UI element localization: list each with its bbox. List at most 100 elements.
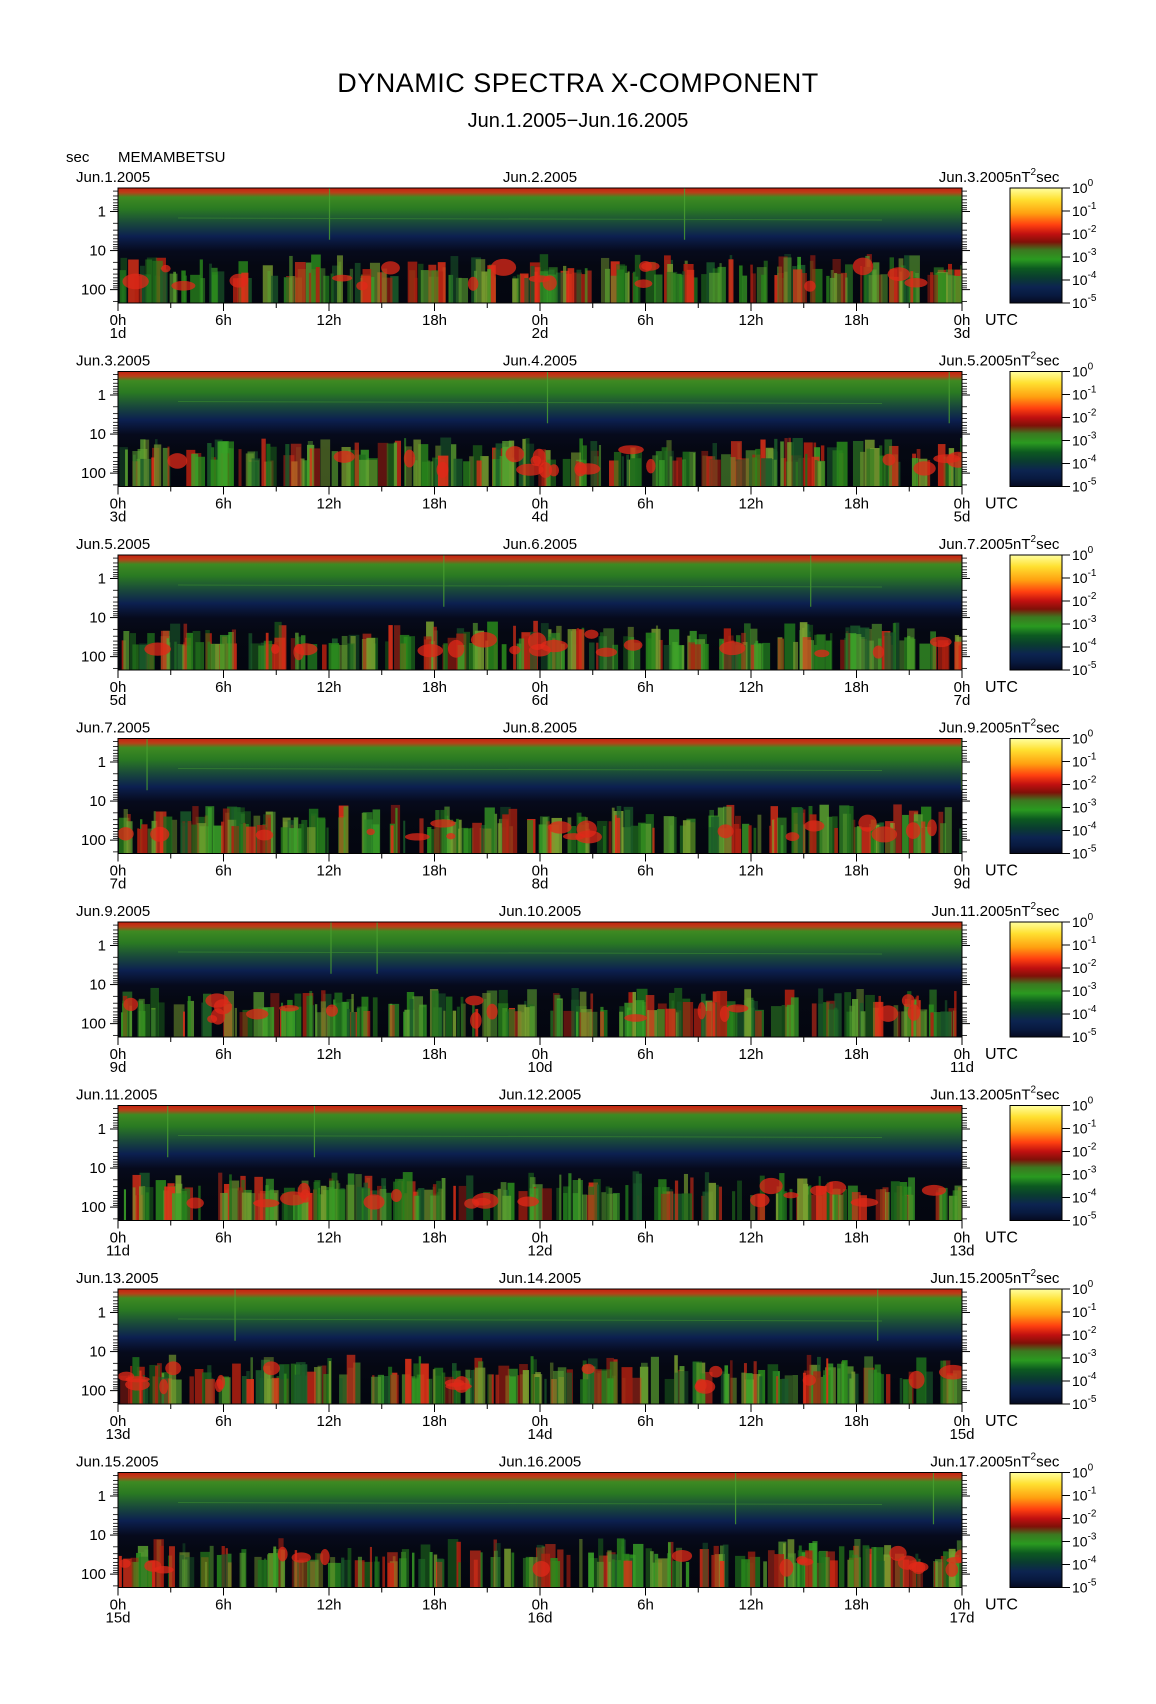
chart-subtitle: Jun.1.2005−Jun.16.2005 (467, 110, 689, 132)
panel-end-date: Jun.11.2005 (932, 903, 1013, 920)
colorbar-tick-label: 10-4 (1072, 637, 1097, 655)
panel-mid-date: Jun.8.2005 (503, 720, 577, 737)
colorbar-tick-label: 10-3 (1072, 1348, 1097, 1366)
x-tick-label: 6h (637, 1597, 654, 1614)
colorbar-tick-label: 10-1 (1072, 201, 1097, 219)
x-tick-label: 18h (422, 496, 447, 513)
colorbar (1009, 921, 1063, 1038)
spectrogram-bursts (118, 738, 962, 854)
colorbar-tick-label: 10-5 (1072, 844, 1097, 862)
colorbar-tick-label: 10-3 (1072, 614, 1097, 632)
x-tick-label: 0h (954, 312, 971, 329)
colorbar-unit-label: nT2sec (1013, 718, 1060, 737)
colorbar-tick-label: 100 (1072, 545, 1094, 563)
colorbar-tick-label: 10-3 (1072, 981, 1097, 999)
x-tick-label: 0h (532, 679, 549, 696)
x-tick-label: 0h (954, 496, 971, 513)
x-tick-label: 6h (637, 312, 654, 329)
x-tick-label: 12h (316, 863, 341, 880)
panel-start-date: Jun.1.2005 (76, 169, 150, 186)
panel-end-date: Jun.13.2005 (930, 1087, 1013, 1104)
colorbar-tick-label: 10-1 (1072, 568, 1097, 586)
colorbar-unit-label: nT2sec (1013, 167, 1060, 186)
day-label: 10d (527, 1059, 552, 1076)
x-tick-label: 6h (637, 496, 654, 513)
colorbar-tick-label: 10-2 (1072, 1142, 1097, 1160)
x-tick-label: 0h (954, 863, 971, 880)
day-label: 6d (532, 692, 549, 709)
y-tick-label: 1 (98, 754, 106, 771)
y-unit-label: sec (66, 149, 90, 166)
day-label: 12d (527, 1243, 552, 1260)
colorbar-tick-label: 100 (1072, 178, 1094, 196)
spectra-panel: Jun.3.2005 Jun.4.2005 Jun.5.2005 nT2sec 1 10 1… (76, 351, 1097, 526)
colorbar-unit-label: nT2sec (1013, 534, 1060, 553)
x-tick-label: 12h (316, 312, 341, 329)
panel-end-date: Jun.7.2005 (939, 536, 1013, 553)
x-tick-label: 12h (316, 679, 341, 696)
utc-label: UTC (985, 1597, 1018, 1614)
day-label: 15d (949, 1426, 974, 1443)
colorbar-tick-label: 10-2 (1072, 775, 1097, 793)
panel-mid-date: Jun.14.2005 (499, 1270, 582, 1287)
day-label: 5d (954, 509, 971, 526)
colorbar-tick-label: 10-5 (1072, 660, 1097, 678)
colorbar-tick-label: 10-2 (1072, 1325, 1097, 1343)
x-tick-label: 18h (844, 1230, 869, 1247)
day-label: 8d (532, 876, 549, 893)
x-tick-label: 18h (844, 1046, 869, 1063)
x-tick-label: 18h (844, 312, 869, 329)
colorbar-tick-label: 10-2 (1072, 1509, 1097, 1527)
colorbar-tick-label: 100 (1072, 362, 1094, 380)
x-tick-label: 18h (844, 679, 869, 696)
panel-mid-date: Jun.12.2005 (499, 1087, 582, 1104)
colorbar (1009, 187, 1063, 304)
x-tick-label: 0h (532, 1597, 549, 1614)
day-label: 14d (527, 1426, 552, 1443)
utc-label: UTC (985, 863, 1018, 880)
colorbar-unit-label: nT2sec (1013, 1452, 1060, 1471)
y-tick-label: 10 (89, 1344, 106, 1361)
x-tick-label: 0h (954, 679, 971, 696)
colorbar (1009, 371, 1063, 487)
day-label: 3d (954, 325, 971, 342)
x-tick-label: 0h (954, 1413, 971, 1430)
day-label: 17d (949, 1610, 974, 1627)
x-tick-label: 0h (532, 1046, 549, 1063)
panel-mid-date: Jun.4.2005 (503, 353, 577, 370)
x-tick-label: 6h (215, 1046, 232, 1063)
spectrogram-bursts (119, 371, 962, 487)
x-tick-label: 6h (637, 1413, 654, 1430)
y-tick-label: 10 (89, 610, 106, 627)
colorbar-tick-label: 10-4 (1072, 454, 1097, 472)
colorbar-tick-label: 10-1 (1072, 385, 1097, 403)
panel-mid-date: Jun.6.2005 (503, 536, 577, 553)
colorbar-tick-label: 100 (1072, 912, 1094, 930)
y-tick-label: 10 (89, 793, 106, 810)
x-tick-label: 12h (738, 679, 763, 696)
colorbar-tick-label: 10-2 (1072, 224, 1097, 242)
panel-end-date: Jun.9.2005 (939, 720, 1013, 737)
colorbar-tick-label: 10-2 (1072, 958, 1097, 976)
x-tick-label: 18h (422, 679, 447, 696)
x-tick-label: 0h (110, 1413, 127, 1430)
x-tick-label: 0h (532, 863, 549, 880)
panel-start-date: Jun.7.2005 (76, 720, 150, 737)
spectra-panel: Jun.7.2005 Jun.8.2005 Jun.9.2005 nT2sec 1 10 1… (76, 718, 1097, 893)
spectrogram-bursts (123, 1105, 962, 1221)
y-tick-label: 100 (81, 1383, 106, 1400)
x-tick-label: 0h (532, 1230, 549, 1247)
day-label: 13d (949, 1243, 974, 1260)
day-label: 7d (954, 692, 971, 709)
day-label: 9d (954, 876, 971, 893)
x-tick-label: 6h (215, 1413, 232, 1430)
colorbar-tick-label: 10-5 (1072, 293, 1097, 311)
x-tick-label: 12h (316, 1046, 341, 1063)
colorbar-tick-label: 10-3 (1072, 798, 1097, 816)
x-tick-label: 0h (532, 496, 549, 513)
x-tick-label: 18h (422, 863, 447, 880)
panel-start-date: Jun.3.2005 (76, 353, 150, 370)
day-label: 13d (105, 1426, 130, 1443)
colorbar-tick-label: 10-4 (1072, 270, 1097, 288)
colorbar (1009, 1472, 1063, 1588)
